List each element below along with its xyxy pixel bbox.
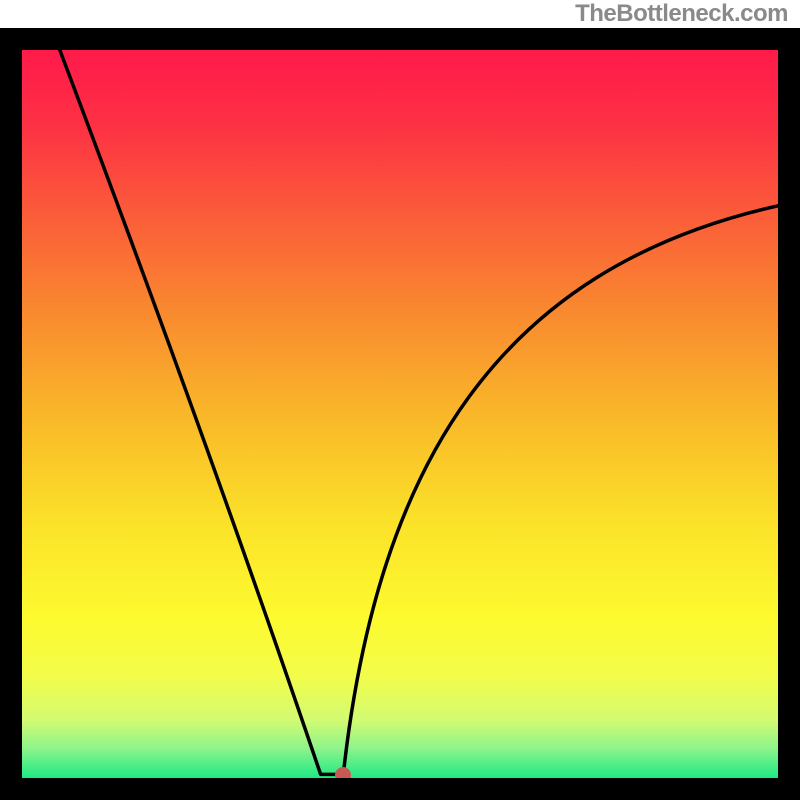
plot-area: [22, 50, 778, 778]
frame-right: [778, 28, 800, 800]
frame-left: [0, 28, 22, 800]
bottleneck-curve: [22, 50, 778, 778]
watermark-text: TheBottleneck.com: [575, 0, 788, 28]
frame-bottom: [0, 778, 800, 800]
chart-container: TheBottleneck.com: [0, 0, 800, 800]
frame-top: [0, 28, 800, 50]
